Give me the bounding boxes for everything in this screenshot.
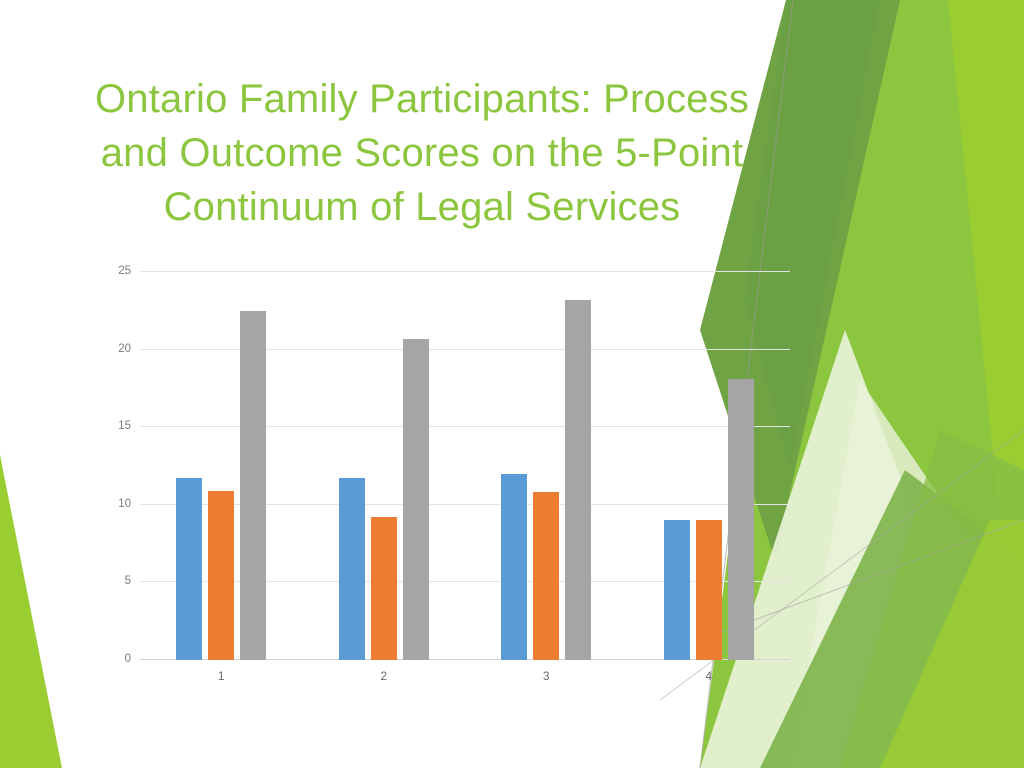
y-axis-tick-label: 25 <box>118 265 131 277</box>
bar-series1-3 <box>501 473 528 660</box>
bar-series1-4 <box>663 520 690 660</box>
bar-series1-2 <box>338 478 365 660</box>
gridline: 15 <box>118 420 790 432</box>
x-axis-tick-label: 1 <box>217 669 225 683</box>
bar-series2-3 <box>533 492 560 660</box>
bar-series3-3 <box>565 299 592 660</box>
deco-pale-triangle-1 <box>790 380 1024 768</box>
bar-group: 4 <box>628 272 791 683</box>
x-axis-tick-label: 4 <box>705 669 713 683</box>
gridline: 5 <box>125 575 790 587</box>
gridline: 25 <box>118 265 790 277</box>
bar-series3-2 <box>402 338 429 660</box>
bar-series2-2 <box>370 517 397 660</box>
slide-title: Ontario Family Participants: Process and… <box>94 77 761 229</box>
gridline: 20 <box>118 343 790 355</box>
deco-band-bright-far-right <box>860 0 1024 768</box>
x-axis-tick-label: 3 <box>542 669 550 683</box>
bar-groups: 1 2 3 4 <box>140 272 791 683</box>
bar-group: 3 <box>465 272 628 683</box>
deco-bright-triangle-bottom <box>880 520 1024 768</box>
bar-series3-1 <box>240 310 267 660</box>
gridline: 10 <box>118 498 790 510</box>
bar-series3-4 <box>727 379 754 660</box>
chart-plot-area: 0 5 10 15 20 25 1 2 3 4 <box>118 265 791 683</box>
y-axis-tick-label: 0 <box>124 653 131 665</box>
bar-group: 2 <box>303 272 466 683</box>
deco-left-wedge <box>0 455 52 768</box>
deco-left-wedge-b <box>0 455 62 768</box>
y-axis-tick-label: 15 <box>118 420 131 433</box>
y-axis-tick-label: 5 <box>124 575 131 588</box>
bar-group: 1 <box>140 272 303 683</box>
bar-series2-1 <box>208 490 235 660</box>
deco-mid-triangle <box>760 470 1024 768</box>
y-axis-tick-label: 10 <box>118 497 131 510</box>
deco-mid-triangle-2 <box>840 430 1024 768</box>
x-axis-tick-label: 2 <box>380 669 388 683</box>
bar-series1-1 <box>176 478 203 660</box>
y-axis-tick-label: 20 <box>118 342 131 355</box>
bar-series2-4 <box>695 520 722 660</box>
gridline: 0 <box>125 653 790 665</box>
